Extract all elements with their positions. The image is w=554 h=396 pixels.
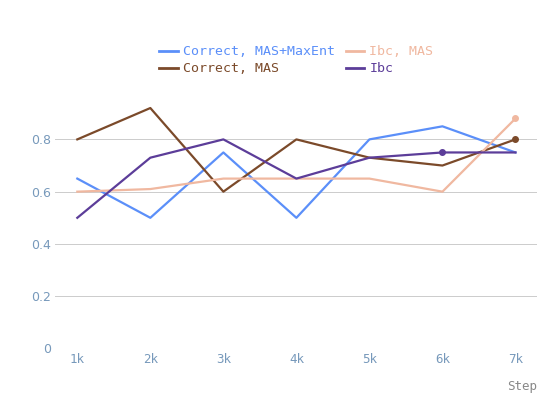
Text: Step: Step [507, 380, 537, 393]
Legend: Correct, MAS+MaxEnt, Correct, MAS, Ibc, MAS, Ibc: Correct, MAS+MaxEnt, Correct, MAS, Ibc, … [160, 45, 433, 75]
